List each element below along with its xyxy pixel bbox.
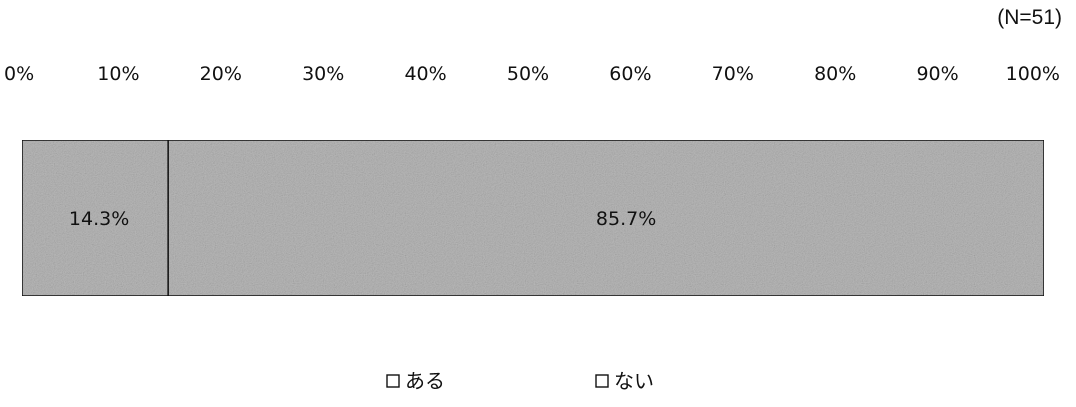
x-tick-label: 40%: [404, 63, 446, 85]
data-label-1: 14.3%: [69, 208, 129, 230]
x-tick-label: 10%: [97, 63, 139, 85]
legend-swatch-2: [595, 374, 609, 388]
data-labels: 14.3% 85.7%: [69, 208, 656, 230]
x-axis-ticks: 0% 10% 20% 30% 40% 50% 60% 70% 80% 90% 100%: [4, 63, 1060, 85]
legend: ある ない: [386, 369, 654, 393]
x-tick-label: 60%: [609, 63, 651, 85]
legend-label-2: ない: [614, 369, 654, 393]
x-tick-label: 70%: [712, 63, 754, 85]
x-tick-label: 100%: [1006, 63, 1060, 85]
bar-segment-2: [167, 139, 1045, 297]
x-tick-label: 30%: [302, 63, 344, 85]
x-tick-label: 90%: [916, 63, 958, 85]
x-tick-label: 20%: [200, 63, 242, 85]
legend-swatch-1: [386, 374, 400, 388]
bar-segments: [21, 139, 1045, 297]
x-tick-label: 80%: [814, 63, 856, 85]
data-label-2: 85.7%: [596, 208, 656, 230]
x-tick-label: 50%: [507, 63, 549, 85]
bar-segment-1: [21, 139, 169, 297]
sample-size-label: (N=51): [997, 6, 1062, 29]
x-tick-label: 0%: [4, 63, 34, 85]
legend-label-1: ある: [405, 369, 445, 393]
